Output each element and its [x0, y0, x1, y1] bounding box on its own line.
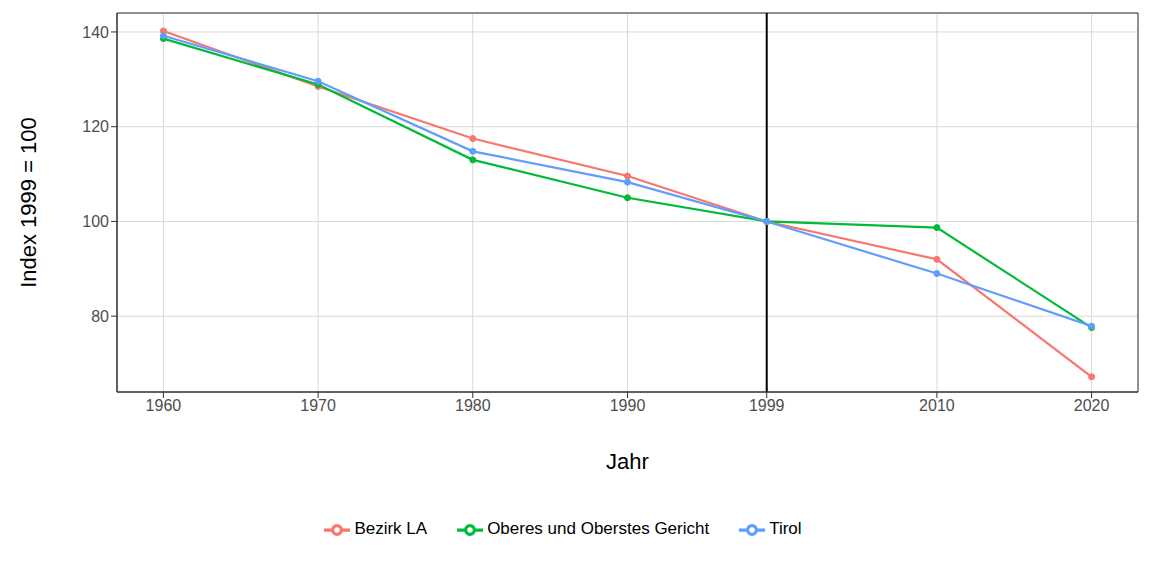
- svg-text:1970: 1970: [300, 397, 336, 414]
- svg-text:Index 1999 = 100: Index 1999 = 100: [16, 117, 41, 288]
- svg-text:2020: 2020: [1074, 397, 1110, 414]
- svg-text:100: 100: [82, 213, 109, 230]
- html-text:Tirol: Tirol: [769, 519, 802, 539]
- svg-text:1990: 1990: [610, 397, 646, 414]
- svg-text:1980: 1980: [455, 397, 491, 414]
- svg-text:Jahr: Jahr: [606, 449, 649, 474]
- html-text:Oberes und Oberstes Gericht: Oberes und Oberstes Gericht: [487, 519, 710, 539]
- svg-text:80: 80: [91, 308, 109, 325]
- svg-text:1999: 1999: [749, 397, 785, 414]
- svg-text:140: 140: [82, 24, 109, 41]
- svg-text:120: 120: [82, 118, 109, 135]
- svg-text:2010: 2010: [919, 397, 955, 414]
- html-text:Bezirk LA: Bezirk LA: [354, 519, 428, 539]
- svg-text:1960: 1960: [146, 397, 182, 414]
